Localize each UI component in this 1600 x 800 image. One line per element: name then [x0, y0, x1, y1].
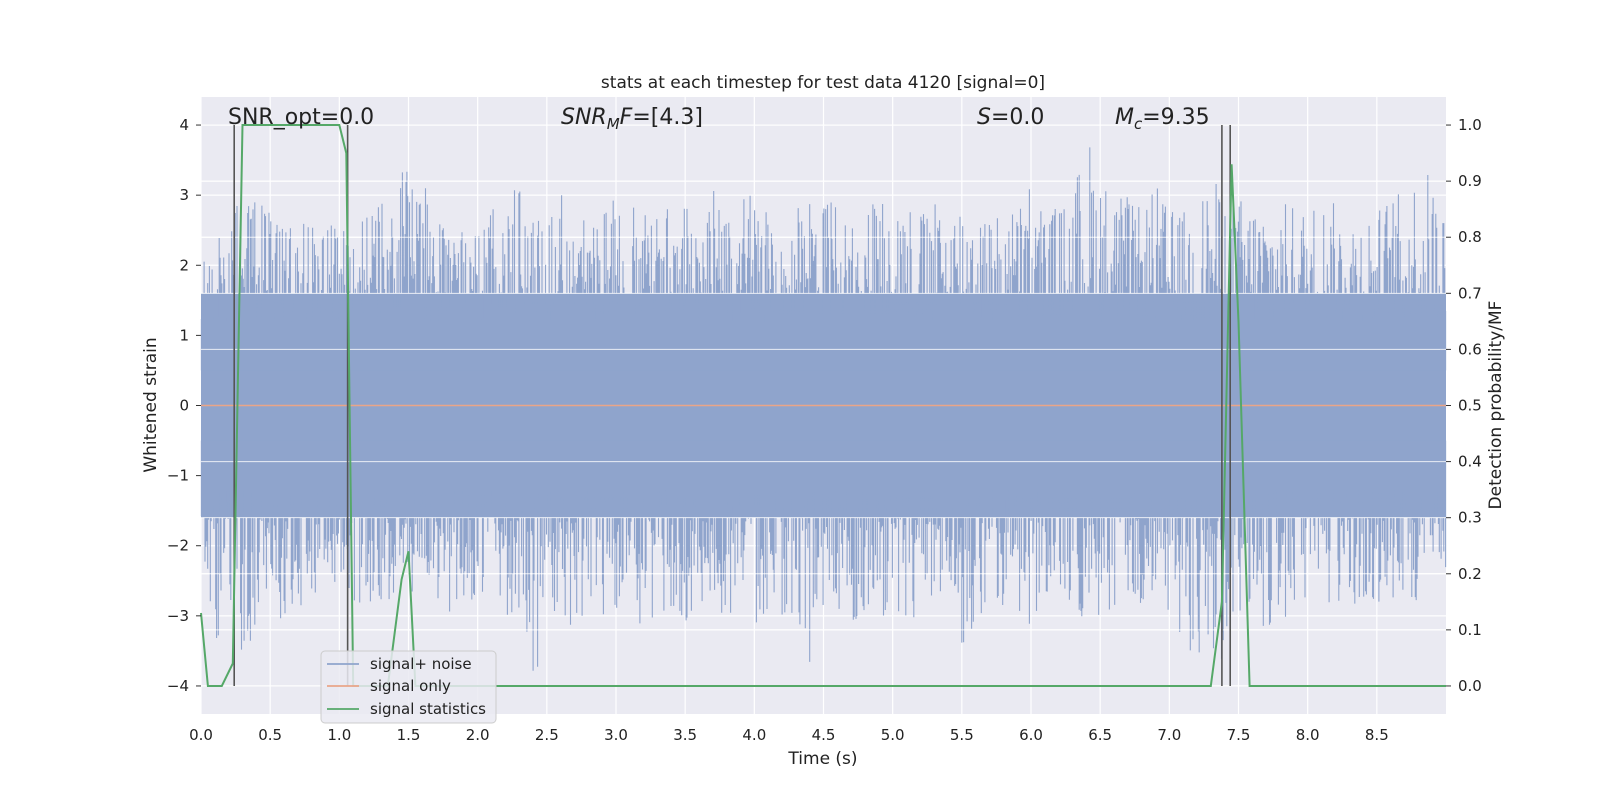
y-tick-label-5: −1: [167, 467, 189, 485]
signal-noise-spikes-up: [200, 147, 1447, 371]
chart-title: stats at each timestep for test data 412…: [601, 73, 1045, 93]
y-tick-label-3: 1: [179, 326, 189, 344]
annotation-snr-opt: SNR_opt=0.0: [228, 105, 374, 130]
y-tick-label-8: −4: [167, 677, 189, 695]
x-tick-label-2: 1.0: [327, 726, 351, 744]
y-tick-label-2: 2: [179, 256, 189, 274]
y-axis-left-ticks: 4 3 2 1 0 −1 −2 −3 −4: [167, 116, 201, 695]
x-tick-label-11: 5.5: [950, 726, 974, 744]
annotation-mc: Mc=9.35: [1115, 105, 1210, 133]
x-axis-label: Time (s): [787, 749, 857, 769]
legend-label-signal-statistics: signal statistics: [370, 700, 486, 718]
y2-tick-label-8: 0.2: [1458, 565, 1482, 583]
y-tick-label-4: 0: [179, 397, 189, 415]
x-tick-label-16: 8.0: [1296, 726, 1320, 744]
x-axis-ticks: 0.0 0.5 1.0 1.5 2.0 2.5 3.0 3.5 4.0 4.5 5.0 5.5 6.0 6…: [189, 726, 1389, 744]
legend-box: [320, 650, 497, 724]
y2-tick-label-3: 0.7: [1458, 284, 1482, 302]
x-tick-label-5: 2.5: [535, 726, 559, 744]
y-tick-label-6: −2: [167, 537, 189, 555]
x-tick-label-7: 3.5: [673, 726, 697, 744]
x-tick-label-4: 2.0: [466, 726, 490, 744]
y2-tick-label-9: 0.1: [1458, 621, 1482, 639]
y2-tick-label-10: 0.0: [1458, 677, 1482, 695]
annotation-s: S=0.0: [977, 105, 1044, 130]
x-tick-label-6: 3.0: [604, 726, 628, 744]
x-tick-label-12: 6.0: [1019, 726, 1043, 744]
x-tick-label-9: 4.5: [812, 726, 836, 744]
y-tick-label-7: −3: [167, 607, 189, 625]
y-tick-label-0: 4: [179, 116, 189, 134]
x-tick-label-1: 0.5: [258, 726, 282, 744]
y2-tick-label-7: 0.3: [1458, 509, 1482, 527]
y2-tick-label-2: 0.8: [1458, 228, 1482, 246]
legend-label-signal-noise: signal+ noise: [370, 655, 472, 673]
x-tick-label-15: 7.5: [1227, 726, 1251, 744]
y2-tick-label-6: 0.4: [1458, 453, 1482, 471]
x-tick-label-3: 1.5: [397, 726, 421, 744]
y2-tick-label-0: 1.0: [1458, 116, 1482, 134]
x-tick-label-10: 5.0: [881, 726, 905, 744]
signal-statistics-series: [200, 124, 1446, 687]
y-axis-label: Whitened strain: [141, 337, 161, 472]
annotation-snr-mf: SNRMF=[4.3]: [561, 105, 703, 133]
x-tick-label-17: 8.5: [1365, 726, 1389, 744]
y-axis-right-ticks: 1.0 0.9 0.8 0.7 0.6 0.5 0.4 0.3 0.2 0.1 0.0: [1446, 116, 1482, 695]
y2-tick-label-4: 0.6: [1458, 340, 1482, 358]
legend-label-signal-only: signal only: [370, 677, 451, 695]
x-tick-label-0: 0.0: [189, 726, 213, 744]
y-tick-label-1: 3: [179, 186, 189, 204]
signal-noise-spikes-down: [200, 440, 1447, 671]
y-axis-right-label: Detection probability/MF: [1486, 301, 1506, 510]
x-tick-label-14: 7.0: [1157, 726, 1181, 744]
legend: signal+ noise signal only signal statist…: [320, 650, 497, 724]
y2-tick-label-1: 0.9: [1458, 172, 1482, 190]
y2-tick-label-5: 0.5: [1458, 397, 1482, 415]
x-tick-label-8: 4.0: [742, 726, 766, 744]
x-tick-label-13: 6.5: [1088, 726, 1112, 744]
